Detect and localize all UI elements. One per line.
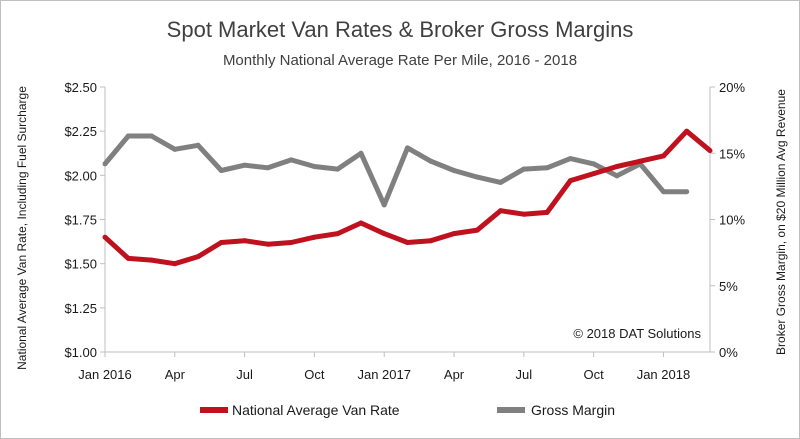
data-point-gross-margin (405, 145, 410, 151)
y-tick-label: $1.25 (64, 301, 97, 316)
data-point-van-rate (288, 240, 294, 245)
x-tick-label: Jan 2018 (637, 367, 691, 382)
data-point-van-rate (242, 238, 248, 244)
data-point-gross-margin (218, 168, 224, 173)
data-point-van-rate (381, 231, 387, 237)
data-point-gross-margin (474, 174, 480, 180)
data-point-gross-margin (149, 133, 154, 139)
chart-title: Spot Market Van Rates & Broker Gross Mar… (167, 17, 634, 42)
y2-tick-label: 10% (719, 213, 745, 228)
y-tick-label: $2.50 (64, 80, 97, 95)
x-tick-label: Jan 2017 (357, 367, 411, 382)
data-point-gross-margin (591, 161, 597, 167)
y-axis-right: 0% 5% 10% 15% 20% (710, 80, 745, 360)
data-point-van-rate (544, 209, 550, 215)
data-point-gross-margin (288, 157, 294, 163)
data-point-gross-margin (195, 142, 201, 148)
x-tick-label: Oct (304, 367, 325, 382)
data-point-gross-margin (102, 161, 108, 167)
y2-tick-label: 20% (719, 80, 745, 95)
data-point-gross-margin (544, 165, 550, 171)
data-point-gross-margin (521, 166, 527, 172)
data-point-gross-margin (335, 166, 341, 172)
data-point-gross-margin (265, 165, 271, 171)
data-point-gross-margin (661, 189, 666, 195)
chart-subtitle: Monthly National Average Rate Per Mile, … (223, 52, 577, 69)
data-point-gross-margin (311, 164, 317, 169)
data-point-van-rate (498, 208, 504, 214)
x-tick-label: Apr (444, 367, 465, 382)
data-point-gross-margin (172, 146, 178, 152)
data-point-gross-margin (498, 179, 504, 185)
y2-tick-label: 5% (719, 279, 738, 294)
x-tick-label: Jul (236, 367, 253, 382)
data-point-van-rate (661, 153, 666, 159)
data-point-van-rate (195, 254, 201, 260)
data-point-van-rate (218, 240, 224, 245)
data-point-van-rate (335, 231, 341, 237)
y-tick-label: $1.50 (64, 257, 97, 272)
data-point-van-rate (521, 211, 527, 217)
x-axis: Jan 2016 Apr Jul Oct Jan 2017 Apr Jul Oct Jan 20… (78, 352, 690, 382)
data-point-gross-margin (358, 150, 364, 156)
y-tick-label: $1.00 (64, 345, 97, 360)
data-point-van-rate (614, 164, 620, 169)
series-line-gross-margin (103, 133, 687, 208)
data-point-gross-margin (381, 202, 387, 208)
x-tick-label: Jul (516, 367, 533, 382)
y2-tick-label: 15% (719, 146, 745, 161)
series-layer (102, 128, 713, 267)
data-point-van-rate (684, 128, 690, 134)
data-point-van-rate (172, 261, 178, 267)
data-point-gross-margin (684, 189, 690, 195)
data-point-gross-margin (125, 133, 131, 139)
data-point-van-rate (567, 178, 573, 184)
data-point-van-rate (405, 240, 410, 245)
x-tick-label: Oct (584, 367, 605, 382)
data-point-gross-margin (614, 173, 620, 179)
y-tick-label: $2.00 (64, 168, 97, 183)
legend: National Average Van Rate Gross Margin (200, 402, 615, 418)
data-point-van-rate (311, 234, 317, 240)
data-point-van-rate (265, 241, 271, 247)
y2-tick-label: 0% (719, 345, 738, 360)
data-point-van-rate (358, 220, 364, 226)
data-point-van-rate (707, 148, 713, 154)
data-point-gross-margin (428, 158, 434, 164)
data-point-van-rate (125, 255, 131, 261)
data-point-van-rate (451, 231, 457, 237)
data-point-van-rate (102, 234, 108, 240)
legend-label-van-rate: National Average Van Rate (232, 402, 400, 418)
data-point-gross-margin (567, 156, 573, 162)
y-axis-left: $1.00 $1.25 $1.50 $1.75 $2.00 $2.25 $2.50 (64, 80, 105, 360)
data-point-gross-margin (451, 168, 457, 173)
y-axis-right-label: Broker Gross Margin, on $20 Million Avg … (774, 89, 788, 355)
data-point-van-rate (637, 158, 643, 164)
x-tick-label: Jan 2016 (78, 367, 132, 382)
data-point-gross-margin (242, 162, 248, 168)
data-point-van-rate (428, 238, 434, 244)
data-point-van-rate (591, 171, 597, 177)
y-axis-left-label: National Average Van Rate, Including Fue… (15, 86, 29, 370)
y-tick-label: $2.25 (64, 124, 97, 139)
data-point-van-rate (149, 257, 154, 263)
copyright-annotation: © 2018 DAT Solutions (573, 326, 701, 341)
data-point-van-rate (474, 227, 480, 233)
legend-label-gross-margin: Gross Margin (531, 402, 615, 418)
x-tick-label: Apr (165, 367, 186, 382)
y-tick-label: $1.75 (64, 213, 97, 228)
